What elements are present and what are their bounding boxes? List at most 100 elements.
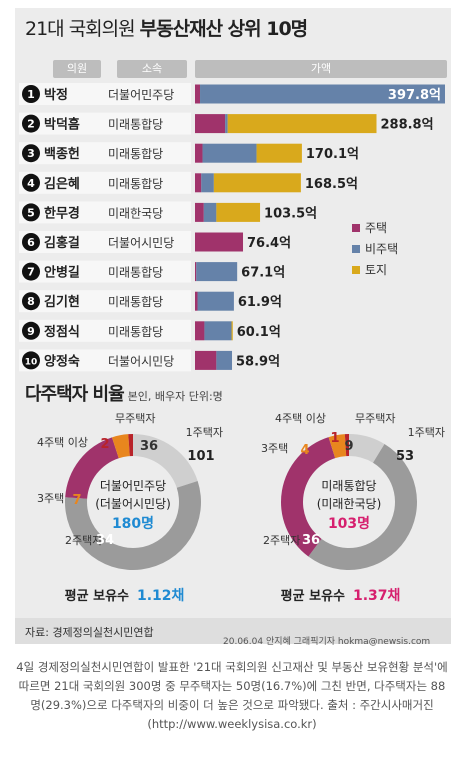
legend-swatch — [352, 245, 360, 253]
bar-nonhousing — [225, 114, 228, 134]
rank-badge — [22, 262, 40, 281]
photo-caption: 4일 경제정의실천시민연합이 발표한 '21대 국회의원 신고재산 및 부동산 … — [16, 660, 448, 731]
donut-category-label: 1주택자 — [408, 426, 445, 439]
bar-value-label: 76.4억 — [247, 236, 291, 251]
header-party: 소속 — [117, 60, 187, 78]
donut-slice — [128, 434, 133, 457]
bar-nonhousing — [200, 84, 445, 104]
bar-nonhousing — [216, 350, 233, 370]
bar-housing — [195, 321, 205, 341]
row-band — [19, 83, 191, 105]
donut-slice — [349, 434, 385, 463]
donut-category-label: 1주택자 — [186, 426, 223, 439]
section2-title: 다주택자 비율 본인, 배우자 단위:명 — [25, 380, 223, 406]
bar-value-label: 60.1억 — [237, 325, 281, 340]
row-band — [19, 231, 191, 253]
donut-slice — [133, 434, 198, 488]
bar-nonhousing — [204, 321, 232, 341]
bar-value-label: 61.9억 — [238, 295, 282, 310]
rank-badge — [22, 114, 40, 133]
donut-charts: 더불어민주당(더불어시민당)180명무주택자361주택자1012주택자343주택… — [37, 412, 445, 604]
donut-category-label: 무주택자 — [115, 412, 155, 425]
member-name: 김은혜 — [44, 176, 80, 192]
bar-land — [231, 321, 233, 341]
avg-value: 1.37채 — [353, 588, 400, 604]
bar-nonhousing — [203, 202, 217, 222]
rank-number: 10 — [25, 357, 38, 367]
donut-total: 180명 — [112, 515, 154, 532]
rank-number: 8 — [27, 295, 35, 308]
bar-housing — [195, 143, 203, 163]
member-name: 안병길 — [44, 265, 80, 281]
title-light: 21대 국회의원 — [25, 18, 140, 40]
donut-value-label: 36 — [302, 533, 320, 548]
section2-title-text: 다주택자 비율 — [25, 384, 125, 405]
donut-value-label: 1 — [330, 431, 339, 446]
bar-value-label: 288.8억 — [380, 118, 433, 133]
row-band — [19, 319, 191, 342]
legend-swatch — [352, 224, 360, 232]
donut-value-label: 34 — [96, 533, 114, 548]
member-party: 미래통합당 — [108, 118, 163, 132]
row-band — [19, 142, 191, 165]
rank-number: 6 — [27, 236, 35, 249]
bar-land — [216, 202, 261, 222]
bar-housing — [195, 350, 217, 370]
donut-slice — [344, 434, 349, 457]
rank-number: 9 — [27, 325, 35, 338]
donut-party: 더불어민주당 — [100, 479, 166, 493]
rank-number: 1 — [27, 88, 35, 101]
rank-badge — [22, 85, 40, 103]
member-party: 미래통합당 — [108, 295, 163, 309]
member-party: 미래통합당 — [108, 325, 163, 339]
rank-number: 4 — [27, 177, 35, 190]
donut-category-label: 무주택자 — [355, 412, 395, 425]
bar-land — [213, 173, 301, 193]
donut-slice — [328, 434, 347, 459]
member-party: 미래통합당 — [108, 147, 163, 161]
legend-swatch — [352, 266, 360, 274]
row-band — [19, 349, 191, 372]
header-name: 의원 — [53, 60, 101, 78]
donut-slice — [65, 480, 201, 570]
chart-title: 21대 국회의원 부동산재산 상위 10명 — [25, 14, 308, 41]
donut-total: 103명 — [328, 515, 370, 532]
row-band — [19, 201, 191, 224]
bar-housing — [195, 232, 244, 252]
donut-slice — [111, 434, 130, 459]
donut-value-label: 9 — [344, 439, 353, 454]
member-name: 박정 — [44, 87, 68, 103]
bar-value-label: 168.5억 — [305, 177, 358, 192]
member-party: 더불어시민당 — [108, 354, 174, 368]
bar-nonhousing — [197, 291, 234, 311]
member-party: 더불어시민당 — [108, 236, 174, 250]
row-band — [19, 290, 191, 313]
rank-badge — [22, 203, 40, 222]
source-bar: 자료: 경제정의실천시민연합 — [15, 618, 451, 644]
source-text: 자료: 경제정의실천시민연합 — [25, 626, 154, 639]
member-name: 김기현 — [44, 294, 80, 310]
section2-note: 본인, 배우자 단위:명 — [127, 390, 223, 403]
member-party: 미래한국당 — [108, 206, 163, 220]
bar-housing — [195, 291, 198, 311]
bar-nonhousing — [202, 143, 257, 163]
avg-label: 평균 보유수 — [65, 588, 129, 604]
bar-housing — [195, 262, 197, 282]
rank-badge — [22, 292, 40, 311]
rank-number: 7 — [27, 266, 35, 279]
bar-housing — [195, 173, 202, 193]
member-name: 한무경 — [44, 205, 80, 221]
credit-text: 20.06.04 안지혜 그래픽기자 hokma@newsis.com — [223, 637, 431, 647]
rank-badge — [22, 321, 40, 340]
bar-housing — [195, 84, 201, 104]
bar-housing — [195, 202, 204, 222]
bar-value-label: 103.5억 — [264, 206, 317, 221]
rank-badge — [22, 233, 40, 251]
donut-category-label: 3주택 — [261, 442, 288, 455]
bar-land — [256, 143, 302, 163]
member-name: 양정숙 — [44, 353, 80, 369]
rank-number: 5 — [27, 206, 35, 219]
rank-number: 3 — [27, 147, 35, 160]
header-amount: 가액 — [195, 60, 447, 78]
